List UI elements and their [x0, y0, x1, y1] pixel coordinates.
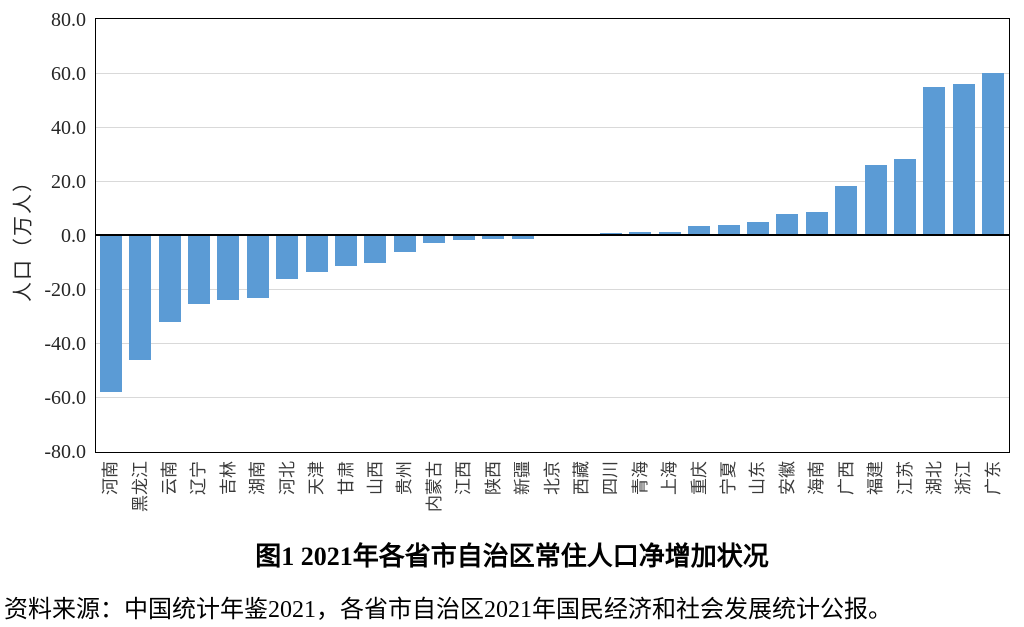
category-label: 陕西 [483, 461, 503, 495]
bar [746, 222, 769, 235]
bar [158, 235, 181, 323]
category-label: 浙江 [954, 461, 974, 495]
y-tick-label: 0.0 [61, 224, 86, 247]
category-label: 山东 [748, 461, 768, 495]
category-label: 西藏 [571, 461, 591, 495]
bar [129, 235, 152, 360]
category-label: 福建 [866, 461, 886, 495]
bar [511, 235, 534, 239]
bar [599, 232, 622, 235]
category-label: 新疆 [513, 461, 533, 495]
bar [335, 235, 358, 267]
category-label: 江西 [454, 461, 474, 495]
bar [217, 235, 240, 301]
category-label: 湖北 [924, 461, 944, 495]
bar [276, 235, 299, 279]
zero-axis-line [96, 234, 1009, 236]
bar [923, 87, 946, 235]
bar [717, 224, 740, 235]
bar [688, 225, 711, 235]
y-tick-label: 20.0 [51, 170, 86, 193]
category-label: 海南 [807, 461, 827, 495]
category-label: 贵州 [395, 461, 415, 495]
bar [423, 235, 446, 243]
bar [629, 232, 652, 235]
category-label: 天津 [307, 461, 327, 495]
bar [364, 235, 387, 263]
category-label: 青海 [630, 461, 650, 495]
category-label: 甘肃 [336, 461, 356, 495]
y-tick-label: -80.0 [44, 440, 86, 463]
bar [864, 164, 887, 235]
bar [776, 213, 799, 235]
bar [246, 235, 269, 298]
gridline [96, 342, 1009, 344]
category-label: 内蒙古 [424, 461, 444, 512]
y-tick-label: -20.0 [44, 278, 86, 301]
category-label: 黑龙江 [130, 461, 150, 512]
gridline [96, 126, 1009, 128]
category-label: 广东 [983, 461, 1003, 495]
gridline [96, 72, 1009, 74]
source-note: 资料来源：中国统计年鉴2021，各省市自治区2021年国民经济和社会发展统计公报… [4, 597, 892, 623]
bar [894, 159, 917, 235]
y-tick-label: 80.0 [51, 8, 86, 31]
category-label: 四川 [601, 461, 621, 495]
bar [658, 232, 681, 235]
category-label: 河南 [101, 461, 121, 495]
bar [835, 186, 858, 235]
y-tick-label: 60.0 [51, 62, 86, 85]
bar [952, 83, 975, 235]
category-label: 广西 [836, 461, 856, 495]
bar [982, 73, 1005, 235]
category-label: 吉林 [218, 461, 238, 495]
category-label: 江苏 [895, 461, 915, 495]
category-label: 安徽 [777, 461, 797, 495]
category-label: 上海 [660, 461, 680, 495]
bar [452, 235, 475, 240]
y-tick-label: -60.0 [44, 386, 86, 409]
bar [305, 235, 328, 272]
bar [99, 235, 122, 392]
category-label: 重庆 [689, 461, 709, 495]
bar [187, 235, 210, 305]
category-label: 湖南 [248, 461, 268, 495]
bar [482, 235, 505, 240]
category-label: 河北 [277, 461, 297, 495]
y-tick-label: -40.0 [44, 332, 86, 355]
category-label: 北京 [542, 461, 562, 495]
figure-caption: 图1 2021年各省市自治区常住人口净增加状况 [255, 542, 769, 571]
bar [805, 212, 828, 235]
gridline [96, 288, 1009, 290]
bar [393, 235, 416, 252]
gridline [96, 180, 1009, 182]
category-label: 山西 [365, 461, 385, 495]
category-label: 辽宁 [189, 461, 209, 495]
category-label: 云南 [160, 461, 180, 495]
y-tick-label: 40.0 [51, 116, 86, 139]
plot-area [95, 18, 1010, 453]
category-label: 宁夏 [719, 461, 739, 495]
gridline [96, 396, 1009, 398]
